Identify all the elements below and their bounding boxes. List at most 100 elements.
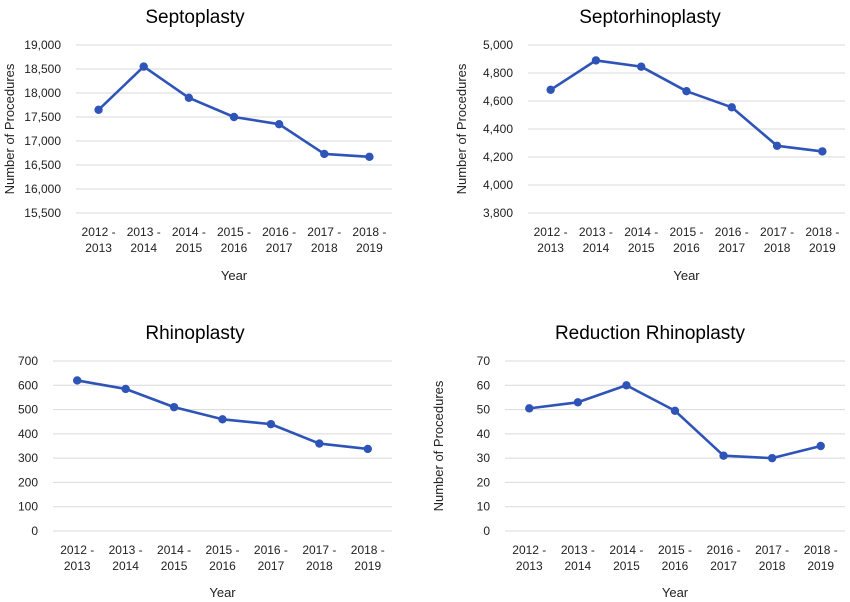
x-tick-label: 2012 -2013 xyxy=(60,543,94,573)
data-point xyxy=(719,451,728,460)
x-tick-label: 2013 -2014 xyxy=(127,225,161,255)
y-tick-label: 300 xyxy=(18,451,38,465)
y-axis-label: Number of Procedures xyxy=(454,63,469,194)
y-axis-label: Number of Procedures xyxy=(431,380,446,511)
chart-panel: Septoplasty 15,500 16,000 16,500 17,000 17,50… xyxy=(2,7,392,283)
x-tick-label: 2016 -2017 xyxy=(262,225,296,255)
y-tick-label: 20 xyxy=(477,475,491,489)
x-axis-label: Year xyxy=(673,268,700,283)
data-point xyxy=(816,441,825,451)
chart-title: Septorhinoplasty xyxy=(579,7,721,28)
data-point xyxy=(637,62,646,71)
x-tick-label: 2015 -2016 xyxy=(669,225,703,255)
data-point xyxy=(622,381,631,390)
x-axis-label: Year xyxy=(221,268,248,283)
x-tick-label: 2014 -2015 xyxy=(624,225,658,255)
data-point xyxy=(169,402,179,412)
data-point xyxy=(767,453,777,463)
data-point xyxy=(315,439,324,448)
series-line xyxy=(529,383,822,460)
y-tick-label: 19,000 xyxy=(24,38,61,52)
data-point xyxy=(363,444,372,454)
y-tick-label: 18,500 xyxy=(24,62,61,76)
x-tick-label: 2018 -2019 xyxy=(805,225,839,255)
data-point xyxy=(274,120,284,129)
chart-panel: Septorhinoplasty 3,800 4,000 4,200 4,400 4,60… xyxy=(454,7,845,283)
y-tick-label: 400 xyxy=(18,427,38,441)
data-point xyxy=(818,147,827,156)
x-tick-label: 2018 -2019 xyxy=(804,543,838,573)
data-point xyxy=(365,152,374,162)
y-tick-label: 15,500 xyxy=(24,206,61,220)
x-tick-label: 2015 -2016 xyxy=(658,543,692,573)
x-tick-label: 2012 -2013 xyxy=(82,225,116,255)
x-tick-label: 2018 -2019 xyxy=(351,543,385,573)
x-tick-label: 2018 -2019 xyxy=(352,225,386,255)
x-tick-label: 2017 -2018 xyxy=(307,225,341,255)
y-tick-label: 18,000 xyxy=(24,86,61,100)
series-line xyxy=(549,59,823,153)
y-tick-label: 4,200 xyxy=(483,150,513,164)
x-tick-label: 2016 -2017 xyxy=(707,543,741,573)
data-point xyxy=(218,415,227,424)
y-tick-label: 10 xyxy=(477,500,491,514)
x-axis-label: Year xyxy=(662,585,689,600)
x-tick-label: 2015 -2016 xyxy=(205,543,239,573)
x-tick-label: 2013 -2014 xyxy=(561,543,595,573)
data-point xyxy=(591,56,601,65)
y-tick-label: 16,500 xyxy=(24,158,61,172)
x-tick-label: 2016 -2017 xyxy=(715,225,749,255)
data-point xyxy=(94,105,103,115)
series-line xyxy=(97,65,370,159)
y-tick-label: 500 xyxy=(18,403,38,417)
data-point xyxy=(139,62,148,71)
x-tick-label: 2014 -2015 xyxy=(609,543,643,573)
x-tick-label: 2017 -2018 xyxy=(302,543,336,573)
y-axis-label: Number of Procedures xyxy=(2,63,17,194)
data-point xyxy=(229,112,239,122)
data-point xyxy=(121,384,130,394)
y-tick-label: 16,000 xyxy=(24,182,61,196)
chart-panel: Rhinoplasty 0 100 200 300 400 500 600 700 2012 -2… xyxy=(18,323,392,600)
data-point xyxy=(266,419,276,429)
data-point xyxy=(772,141,782,150)
x-tick-label: 2013 -2014 xyxy=(579,225,613,255)
y-tick-label: 0 xyxy=(483,524,490,538)
chart-panel: Reduction Rhinoplasty 0 10 20 30 40 50 60 70 2012… xyxy=(431,323,845,600)
y-tick-label: 200 xyxy=(18,475,38,489)
y-tick-label: 4,800 xyxy=(483,66,513,80)
y-tick-label: 4,400 xyxy=(483,122,513,136)
data-point xyxy=(320,149,329,159)
data-point xyxy=(670,406,680,415)
x-tick-label: 2012 -2013 xyxy=(534,225,568,255)
x-tick-label: 2014 -2015 xyxy=(157,543,191,573)
x-axis-label: Year xyxy=(209,585,236,600)
x-tick-label: 2016 -2017 xyxy=(254,543,288,573)
y-tick-label: 4,000 xyxy=(483,178,513,192)
data-point xyxy=(682,87,691,96)
chart-title: Septoplasty xyxy=(145,7,245,28)
series-line xyxy=(76,379,368,451)
y-tick-label: 50 xyxy=(477,403,491,417)
y-tick-label: 40 xyxy=(477,427,491,441)
y-tick-label: 700 xyxy=(18,354,38,368)
y-tick-label: 60 xyxy=(477,378,491,392)
data-point xyxy=(546,85,555,95)
x-tick-label: 2017 -2018 xyxy=(760,225,794,255)
y-tick-label: 3,800 xyxy=(483,206,513,220)
y-tick-label: 4,600 xyxy=(483,94,513,108)
y-tick-label: 600 xyxy=(18,378,38,392)
x-tick-label: 2013 -2014 xyxy=(109,543,143,573)
y-tick-label: 17,500 xyxy=(24,110,61,124)
y-tick-label: 30 xyxy=(477,451,491,465)
y-tick-label: 5,000 xyxy=(483,38,513,52)
x-tick-label: 2014 -2015 xyxy=(172,225,206,255)
data-point xyxy=(573,398,583,407)
data-point xyxy=(525,404,534,413)
y-tick-label: 0 xyxy=(31,524,38,538)
x-tick-label: 2017 -2018 xyxy=(755,543,789,573)
y-tick-label: 70 xyxy=(477,354,491,368)
y-tick-label: 17,000 xyxy=(24,134,61,148)
chart-title: Reduction Rhinoplasty xyxy=(555,323,746,344)
data-point xyxy=(73,376,82,385)
